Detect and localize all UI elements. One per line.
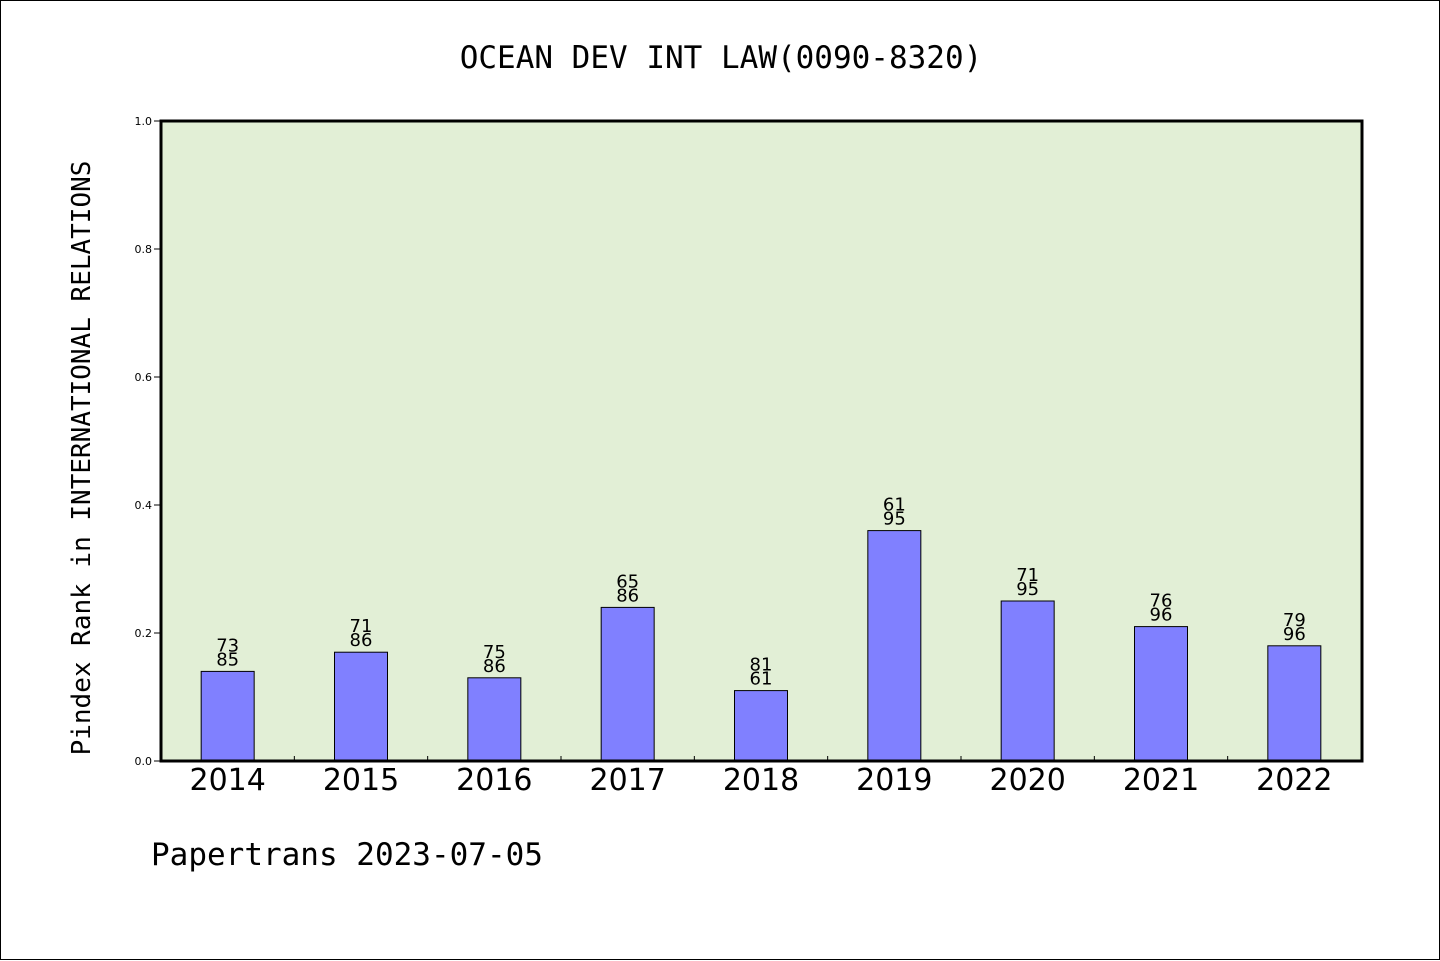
x-tick-label: 2019 <box>856 763 932 798</box>
bar-label-top: 73 <box>216 635 239 656</box>
bar-label-top: 71 <box>350 616 373 637</box>
bar-label-top: 65 <box>616 571 639 592</box>
y-tick-label: 1.0 <box>135 115 153 128</box>
bar-label-bottom: 85 <box>216 649 239 670</box>
bar-label-top: 75 <box>483 642 506 663</box>
bar-label-bottom: 95 <box>883 509 906 530</box>
bar-label-top: 79 <box>1283 610 1306 631</box>
bar-label-bottom: 86 <box>350 630 373 651</box>
bar <box>1000 600 1055 762</box>
bar-label-top: 76 <box>1150 591 1173 612</box>
bar-label-top: 81 <box>750 655 773 676</box>
x-tick-label: 2015 <box>323 763 399 798</box>
y-tick-label: 0.0 <box>135 755 153 768</box>
bar <box>200 670 255 762</box>
y-tick-label: 0.4 <box>135 499 153 512</box>
bar-label-bottom: 95 <box>1016 579 1039 600</box>
bar <box>734 690 788 762</box>
y-tick-label: 0.2 <box>135 627 153 640</box>
bar-label-bottom: 96 <box>1283 624 1306 645</box>
footer-credit: Papertrans 2023-07-05 <box>151 837 543 873</box>
y-axis-label: Pindex Rank in INTERNATIONAL RELATIONS <box>67 161 97 756</box>
x-tick-label: 2017 <box>589 763 665 798</box>
x-tick-label: 2018 <box>723 763 799 798</box>
bar-label-top: 71 <box>1016 565 1039 586</box>
x-tick-label: 2016 <box>456 763 532 798</box>
plot-border <box>159 119 1364 763</box>
bar <box>1267 645 1322 762</box>
x-tick-label: 2021 <box>1123 763 1199 798</box>
x-axis-ticks: 2014 2015 2016 2017 2018 2019 2020 2021 2022 <box>189 756 1333 798</box>
y-tick-label: 0.6 <box>135 371 153 384</box>
y-tick-label: 0.8 <box>135 243 153 256</box>
bar <box>334 651 388 762</box>
x-tick-label: 2022 <box>1256 763 1332 798</box>
x-tick-label: 2014 <box>189 763 265 798</box>
bar-label-top: 61 <box>883 495 906 516</box>
x-tick-label: 2020 <box>989 763 1065 798</box>
bar <box>1134 626 1188 762</box>
bar <box>600 606 655 762</box>
bar-label-bottom: 86 <box>616 585 639 606</box>
bar <box>867 530 922 762</box>
bar <box>467 677 522 762</box>
bars-group <box>200 530 1322 762</box>
y-axis-ticks: 0.0 0.2 0.4 0.6 0.8 1.0 <box>135 115 161 768</box>
chart-title: OCEAN DEV INT LAW(0090-8320) <box>460 40 983 76</box>
bar-label-bottom: 61 <box>750 669 773 690</box>
bar-label-bottom: 96 <box>1150 605 1173 626</box>
bar-label-bottom: 86 <box>483 656 506 677</box>
